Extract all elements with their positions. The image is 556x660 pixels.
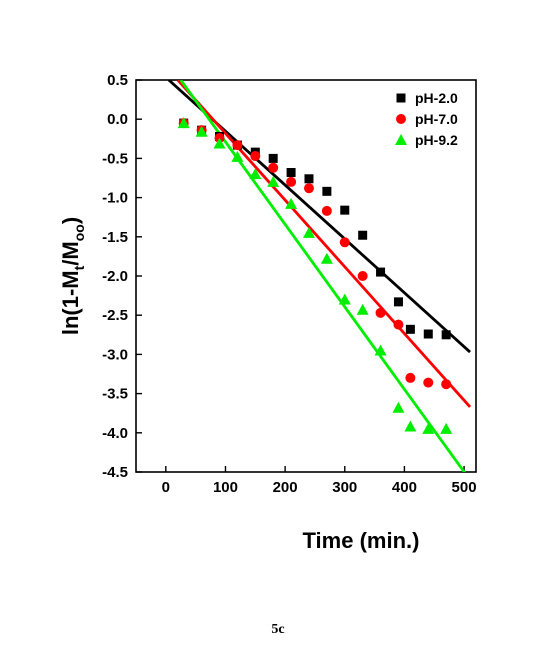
- data-point: [249, 168, 262, 180]
- legend-label: pH-2.0: [415, 90, 458, 106]
- y-tick-label: -1.0: [102, 190, 128, 207]
- data-point: [441, 330, 451, 340]
- y-axis: 0.5 0.0 -0.5 -1.0 -1.5 -2.0 -2.5 -3.0 -3.5 -4.0 -4…: [102, 72, 142, 481]
- data-point: [304, 174, 314, 184]
- data-point: [356, 303, 369, 315]
- data-point: [440, 422, 453, 434]
- fit-line: [179, 80, 466, 472]
- data-point: [405, 372, 416, 383]
- data-point: [374, 344, 387, 356]
- data-point: [268, 162, 279, 173]
- x-tick-label: 200: [273, 479, 298, 496]
- data-point: [405, 324, 415, 334]
- data-point: [285, 197, 298, 209]
- y-tick-label: -0.5: [102, 150, 128, 167]
- data-point: [195, 125, 208, 137]
- data-point: [423, 377, 434, 388]
- data-point: [177, 117, 190, 129]
- fit-line: [176, 80, 472, 408]
- y-tick-label: -1.5: [102, 229, 128, 246]
- data-point: [213, 137, 226, 149]
- legend-marker: [396, 93, 406, 103]
- y-tick-label: -4.5: [102, 464, 128, 481]
- figure-caption: 5c: [271, 622, 285, 637]
- data-points: [177, 117, 453, 434]
- data-point: [358, 230, 368, 240]
- data-point: [322, 186, 332, 196]
- data-point: [392, 401, 405, 413]
- y-tick-label: -3.0: [102, 346, 128, 363]
- data-point: [320, 252, 333, 264]
- data-point: [250, 151, 261, 162]
- data-point: [423, 329, 433, 339]
- x-tick-label: 500: [452, 479, 477, 496]
- data-point: [357, 271, 368, 281]
- x-axis-title: Time (min.): [303, 528, 420, 553]
- data-point: [375, 307, 386, 318]
- legend-label: pH-9.2: [415, 132, 458, 148]
- legend-marker: [396, 114, 406, 124]
- y-tick-label: 0.0: [107, 111, 128, 128]
- data-point: [267, 175, 280, 187]
- data-point: [441, 379, 452, 390]
- data-point: [321, 205, 332, 216]
- legend-label: pH-7.0: [415, 111, 458, 127]
- data-point: [422, 422, 435, 434]
- data-point: [404, 420, 417, 432]
- y-tick-label: 0.5: [107, 72, 128, 89]
- fit-lines: [167, 80, 472, 472]
- data-point: [286, 168, 296, 178]
- y-tick-label: -2.5: [102, 307, 128, 324]
- y-tick-label: -3.5: [102, 386, 128, 403]
- data-point: [338, 293, 351, 305]
- x-tick-label: 0: [162, 479, 170, 496]
- y-tick-label: -4.0: [102, 425, 128, 442]
- data-point: [340, 205, 350, 215]
- data-point: [232, 140, 243, 151]
- y-tick-label: -2.0: [102, 268, 128, 285]
- data-point: [303, 183, 314, 194]
- x-tick-label: 300: [332, 479, 357, 496]
- data-point: [393, 297, 403, 307]
- x-axis: 0 100 200 300 400 500: [162, 466, 477, 496]
- legend: pH-2.0 pH-7.0 pH-9.2: [395, 90, 458, 148]
- y-axis-title: ln(1-Mt/Moo): [58, 217, 87, 335]
- data-point: [393, 319, 404, 330]
- legend-marker: [395, 134, 407, 145]
- data-point: [268, 153, 278, 163]
- x-tick-label: 400: [392, 479, 417, 496]
- data-point: [286, 176, 297, 187]
- data-point: [302, 226, 315, 238]
- data-point: [339, 237, 350, 248]
- x-tick-label: 100: [213, 479, 238, 496]
- data-point: [231, 150, 244, 162]
- data-point: [376, 267, 386, 277]
